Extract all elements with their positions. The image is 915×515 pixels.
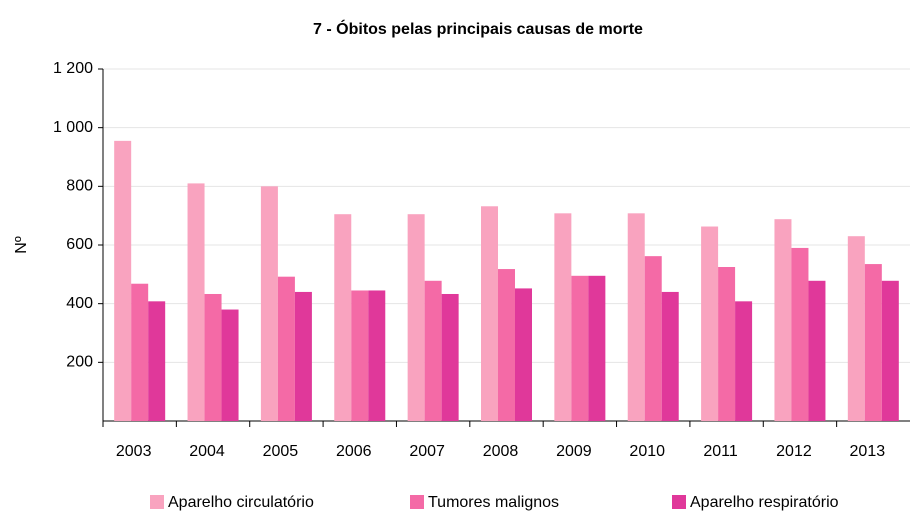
x-tick-label: 2008 [483,443,519,460]
bar [498,269,515,421]
bar [368,290,386,421]
bar [481,206,498,421]
y-tick-label: 1 000 [53,119,93,136]
bar [864,264,882,421]
y-axis-label: Nº [13,236,30,254]
x-tick-label: 2003 [116,443,152,460]
bar [735,301,753,421]
y-tick-label: 600 [66,236,93,253]
bar [334,214,352,421]
bar [204,293,222,421]
y-tick-label: 400 [66,295,93,312]
bar [701,226,719,421]
x-tick-label: 2012 [776,443,812,460]
bar [588,275,606,421]
legend-swatch [672,495,686,509]
bar [260,186,278,421]
bar [554,213,572,421]
bar [808,280,826,421]
x-tick-label: 2011 [703,443,738,460]
bar [571,275,589,421]
bar [187,183,205,421]
bar [277,276,295,421]
bar [131,283,149,421]
bar [881,280,899,421]
x-tick-label: 2010 [629,443,665,460]
x-tick-label: 2007 [409,443,445,460]
legend-label: Tumores malignos [428,494,559,511]
bar [515,288,532,421]
x-tick-label: 2005 [263,443,299,460]
x-tick-label: 2009 [556,443,592,460]
bar [221,309,239,421]
legend-label: Aparelho respiratório [690,494,839,511]
bar [791,247,809,421]
x-tick-label: 2006 [336,443,372,460]
bar [774,219,792,421]
bar [114,140,132,421]
legend-swatch [150,495,164,509]
bar [441,293,459,421]
legend-label: Aparelho circulatório [168,494,314,511]
bar [148,301,166,421]
y-tick-label: 1 200 [53,60,93,77]
chart-title: 7 - Óbitos pelas principais causas de mo… [313,19,643,38]
y-tick-label: 800 [66,178,93,195]
bar [424,280,442,421]
legend-swatch [410,495,424,509]
y-tick-label: 200 [66,354,93,371]
bar [847,236,865,421]
bar [407,214,425,421]
bar [644,256,662,421]
bar [661,291,679,421]
bar [718,267,736,421]
bar [627,213,645,421]
x-tick-label: 2013 [850,443,886,460]
bar [294,291,312,421]
bar [351,290,369,421]
x-tick-label: 2004 [189,443,225,460]
